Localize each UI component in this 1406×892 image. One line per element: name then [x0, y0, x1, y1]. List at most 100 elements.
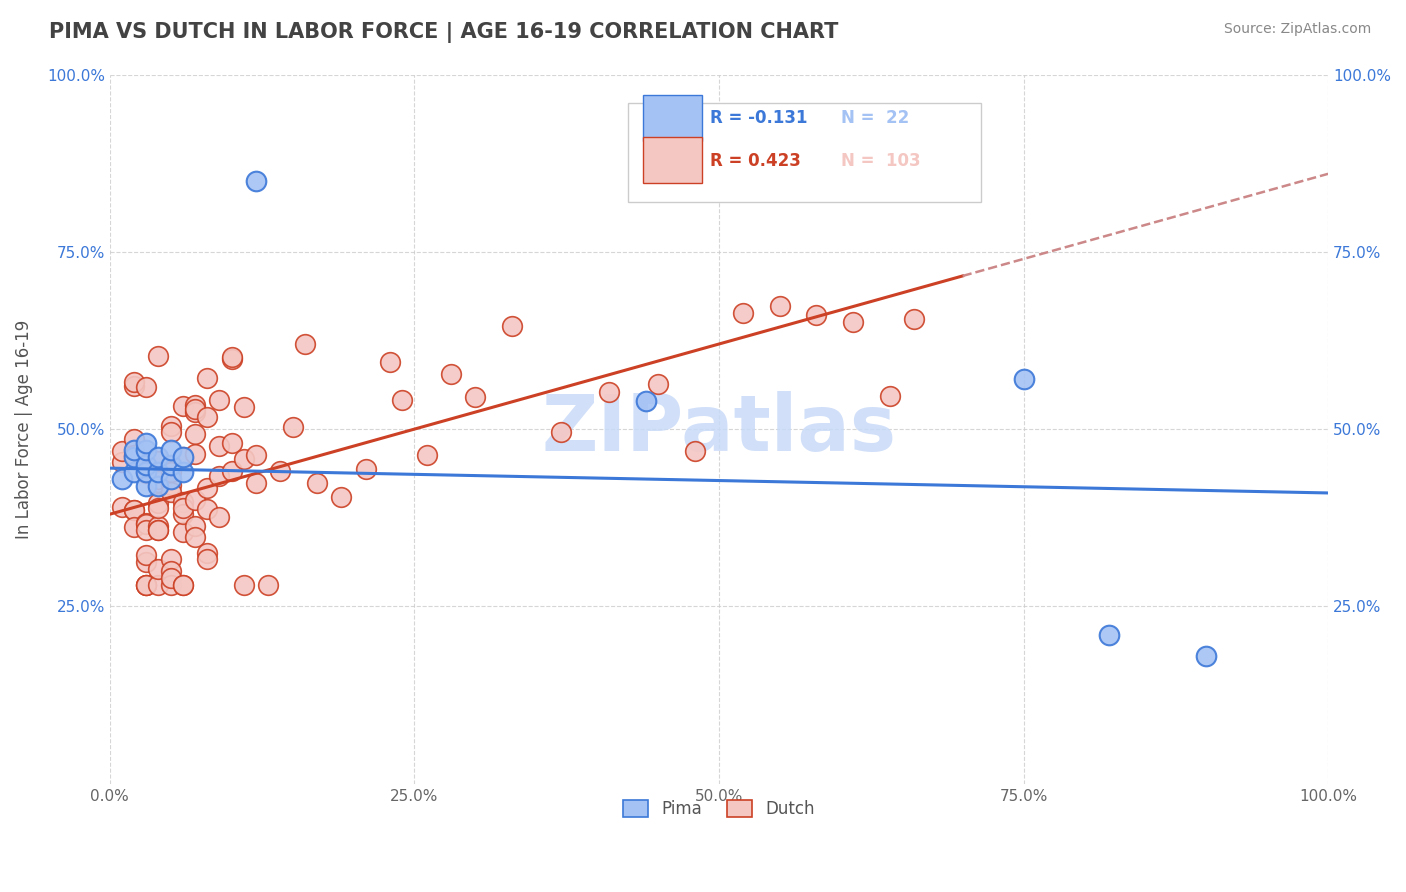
Point	[1195, 649, 1218, 664]
Point	[208, 510, 231, 524]
Point	[232, 400, 254, 414]
Point	[294, 337, 316, 351]
Point	[148, 475, 170, 490]
Point	[122, 378, 145, 392]
Point	[135, 461, 157, 475]
Point	[148, 465, 170, 479]
Point	[122, 465, 145, 479]
Point	[221, 464, 243, 478]
Point	[172, 524, 194, 539]
Point	[135, 578, 157, 592]
Point	[195, 481, 218, 495]
Point	[159, 485, 181, 500]
Point	[232, 451, 254, 466]
Point	[598, 385, 620, 400]
Point	[135, 516, 157, 531]
Point	[135, 516, 157, 531]
Point	[415, 448, 437, 462]
Point	[647, 377, 669, 392]
Point	[184, 401, 207, 416]
Point	[464, 391, 486, 405]
Point	[221, 435, 243, 450]
Point	[159, 552, 181, 566]
FancyBboxPatch shape	[627, 103, 981, 202]
Point	[122, 520, 145, 534]
Point	[903, 312, 925, 326]
Point	[148, 450, 170, 465]
Point	[184, 405, 207, 419]
Text: Source: ZipAtlas.com: Source: ZipAtlas.com	[1223, 22, 1371, 37]
Text: N =  22: N = 22	[841, 109, 910, 128]
Point	[184, 492, 207, 507]
Point	[122, 503, 145, 517]
Point	[159, 472, 181, 486]
Point	[135, 555, 157, 569]
Point	[122, 503, 145, 517]
Point	[354, 461, 377, 475]
Point	[769, 299, 792, 313]
Point	[733, 306, 755, 320]
Point	[245, 174, 267, 188]
Point	[208, 469, 231, 483]
Text: R = -0.131: R = -0.131	[710, 109, 808, 128]
Point	[148, 500, 170, 515]
Point	[305, 475, 328, 490]
Point	[122, 448, 145, 462]
Point	[172, 399, 194, 413]
Point	[232, 578, 254, 592]
Point	[148, 523, 170, 537]
Point	[184, 518, 207, 533]
Point	[111, 472, 134, 486]
Point	[634, 393, 657, 408]
Point	[148, 496, 170, 510]
Y-axis label: In Labor Force | Age 16-19: In Labor Force | Age 16-19	[15, 319, 32, 539]
Point	[135, 458, 157, 472]
Legend: Pima, Dutch: Pima, Dutch	[616, 794, 821, 825]
Point	[221, 350, 243, 364]
Point	[208, 393, 231, 408]
FancyBboxPatch shape	[644, 95, 702, 141]
FancyBboxPatch shape	[644, 137, 702, 184]
Point	[330, 490, 353, 504]
Point	[159, 463, 181, 477]
Point	[245, 448, 267, 462]
Point	[501, 319, 523, 334]
Point	[440, 368, 463, 382]
Point	[148, 349, 170, 363]
Point	[148, 479, 170, 493]
Point	[172, 495, 194, 509]
Point	[159, 564, 181, 578]
Point	[159, 458, 181, 472]
Point	[135, 578, 157, 592]
Point	[184, 427, 207, 442]
Point	[172, 578, 194, 592]
Point	[159, 425, 181, 439]
Point	[281, 420, 304, 434]
Point	[195, 552, 218, 566]
Point	[195, 546, 218, 560]
Point	[184, 530, 207, 544]
Point	[172, 450, 194, 465]
Point	[683, 443, 706, 458]
Point	[111, 455, 134, 469]
Point	[148, 523, 170, 537]
Point	[159, 465, 181, 479]
Point	[208, 439, 231, 453]
Point	[148, 453, 170, 467]
Text: ZIPatlas: ZIPatlas	[541, 391, 897, 467]
Point	[1012, 372, 1035, 386]
Point	[148, 472, 170, 486]
Point	[148, 562, 170, 576]
Point	[159, 443, 181, 458]
Point	[184, 398, 207, 412]
Point	[550, 425, 572, 439]
Point	[148, 578, 170, 592]
Point	[172, 465, 194, 479]
Point	[135, 479, 157, 493]
Point	[172, 578, 194, 592]
Point	[135, 578, 157, 592]
Point	[879, 389, 901, 403]
Point	[159, 478, 181, 492]
Point	[184, 447, 207, 461]
Point	[122, 375, 145, 389]
